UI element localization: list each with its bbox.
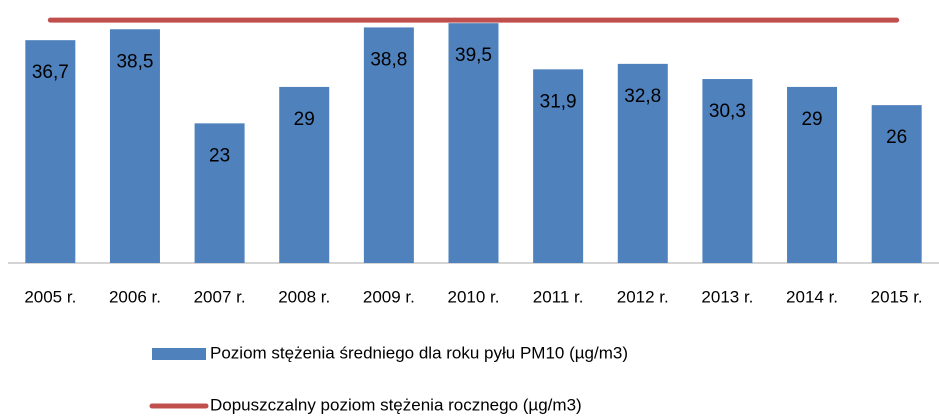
bar xyxy=(448,23,499,263)
data-label: 31,9 xyxy=(540,91,577,112)
data-label: 38,8 xyxy=(370,49,407,70)
x-tick-label: 2013 r. xyxy=(701,287,753,306)
bar xyxy=(787,86,838,263)
data-label: 32,8 xyxy=(624,86,661,107)
bar xyxy=(363,27,414,263)
legend-swatch xyxy=(152,348,206,360)
bar xyxy=(279,86,330,263)
data-label: 29 xyxy=(294,109,315,130)
x-tick-label: 2014 r. xyxy=(786,287,838,306)
x-tick-label: 2015 r. xyxy=(871,287,923,306)
bar xyxy=(25,40,76,263)
bar xyxy=(871,105,922,264)
x-tick-label: 2012 r. xyxy=(617,287,669,306)
x-tick-label: 2011 r. xyxy=(533,287,584,306)
bar xyxy=(702,79,753,264)
data-label: 38,5 xyxy=(116,51,153,72)
legend-label: Dopuszczalny poziom stężenia rocznego (µ… xyxy=(210,395,582,414)
x-tick-label: 2008 r. xyxy=(278,287,330,306)
x-tick-label: 2007 r. xyxy=(194,287,246,306)
data-label: 26 xyxy=(886,127,907,148)
data-label: 23 xyxy=(209,145,230,166)
data-label: 36,7 xyxy=(32,62,69,83)
data-label: 29 xyxy=(801,109,822,130)
x-tick-label: 2005 r. xyxy=(24,287,76,306)
bar xyxy=(109,29,160,263)
data-label: 39,5 xyxy=(455,45,492,66)
bar xyxy=(533,69,584,263)
bar xyxy=(194,123,245,263)
legend-label: Poziom stężenia średniego dla roku pyłu … xyxy=(210,343,628,362)
x-tick-label: 2006 r. xyxy=(109,287,161,306)
bar xyxy=(617,63,668,263)
x-tick-label: 2009 r. xyxy=(363,287,415,306)
data-label: 30,3 xyxy=(709,101,746,122)
x-tick-label: 2010 r. xyxy=(448,287,500,306)
